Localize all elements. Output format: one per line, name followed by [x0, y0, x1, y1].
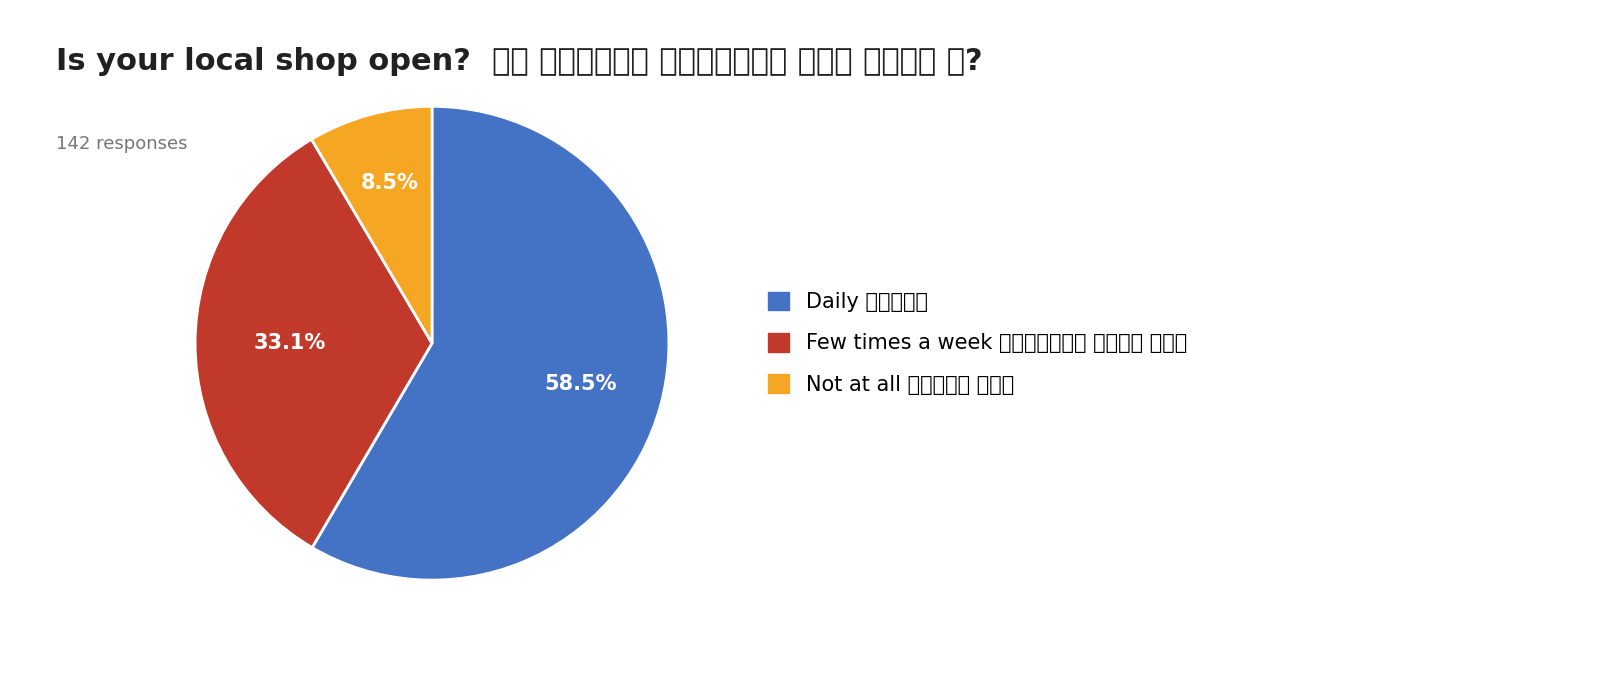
- Text: Is your local shop open?  के तपाईको स्थानीय पसल खुला छ?: Is your local shop open? के तपाईको स्थान…: [56, 47, 982, 76]
- Text: 8.5%: 8.5%: [360, 173, 418, 193]
- Text: 33.1%: 33.1%: [254, 332, 326, 353]
- Legend: Daily दैनिक, Few times a week हफ्तामा केही पटक, Not at all पटककै छैन: Daily दैनिक, Few times a week हफ्तामा के…: [768, 291, 1187, 395]
- Text: 142 responses: 142 responses: [56, 135, 187, 153]
- Wedge shape: [312, 106, 432, 343]
- Wedge shape: [195, 139, 432, 548]
- Wedge shape: [312, 106, 669, 580]
- Text: 58.5%: 58.5%: [544, 374, 616, 394]
